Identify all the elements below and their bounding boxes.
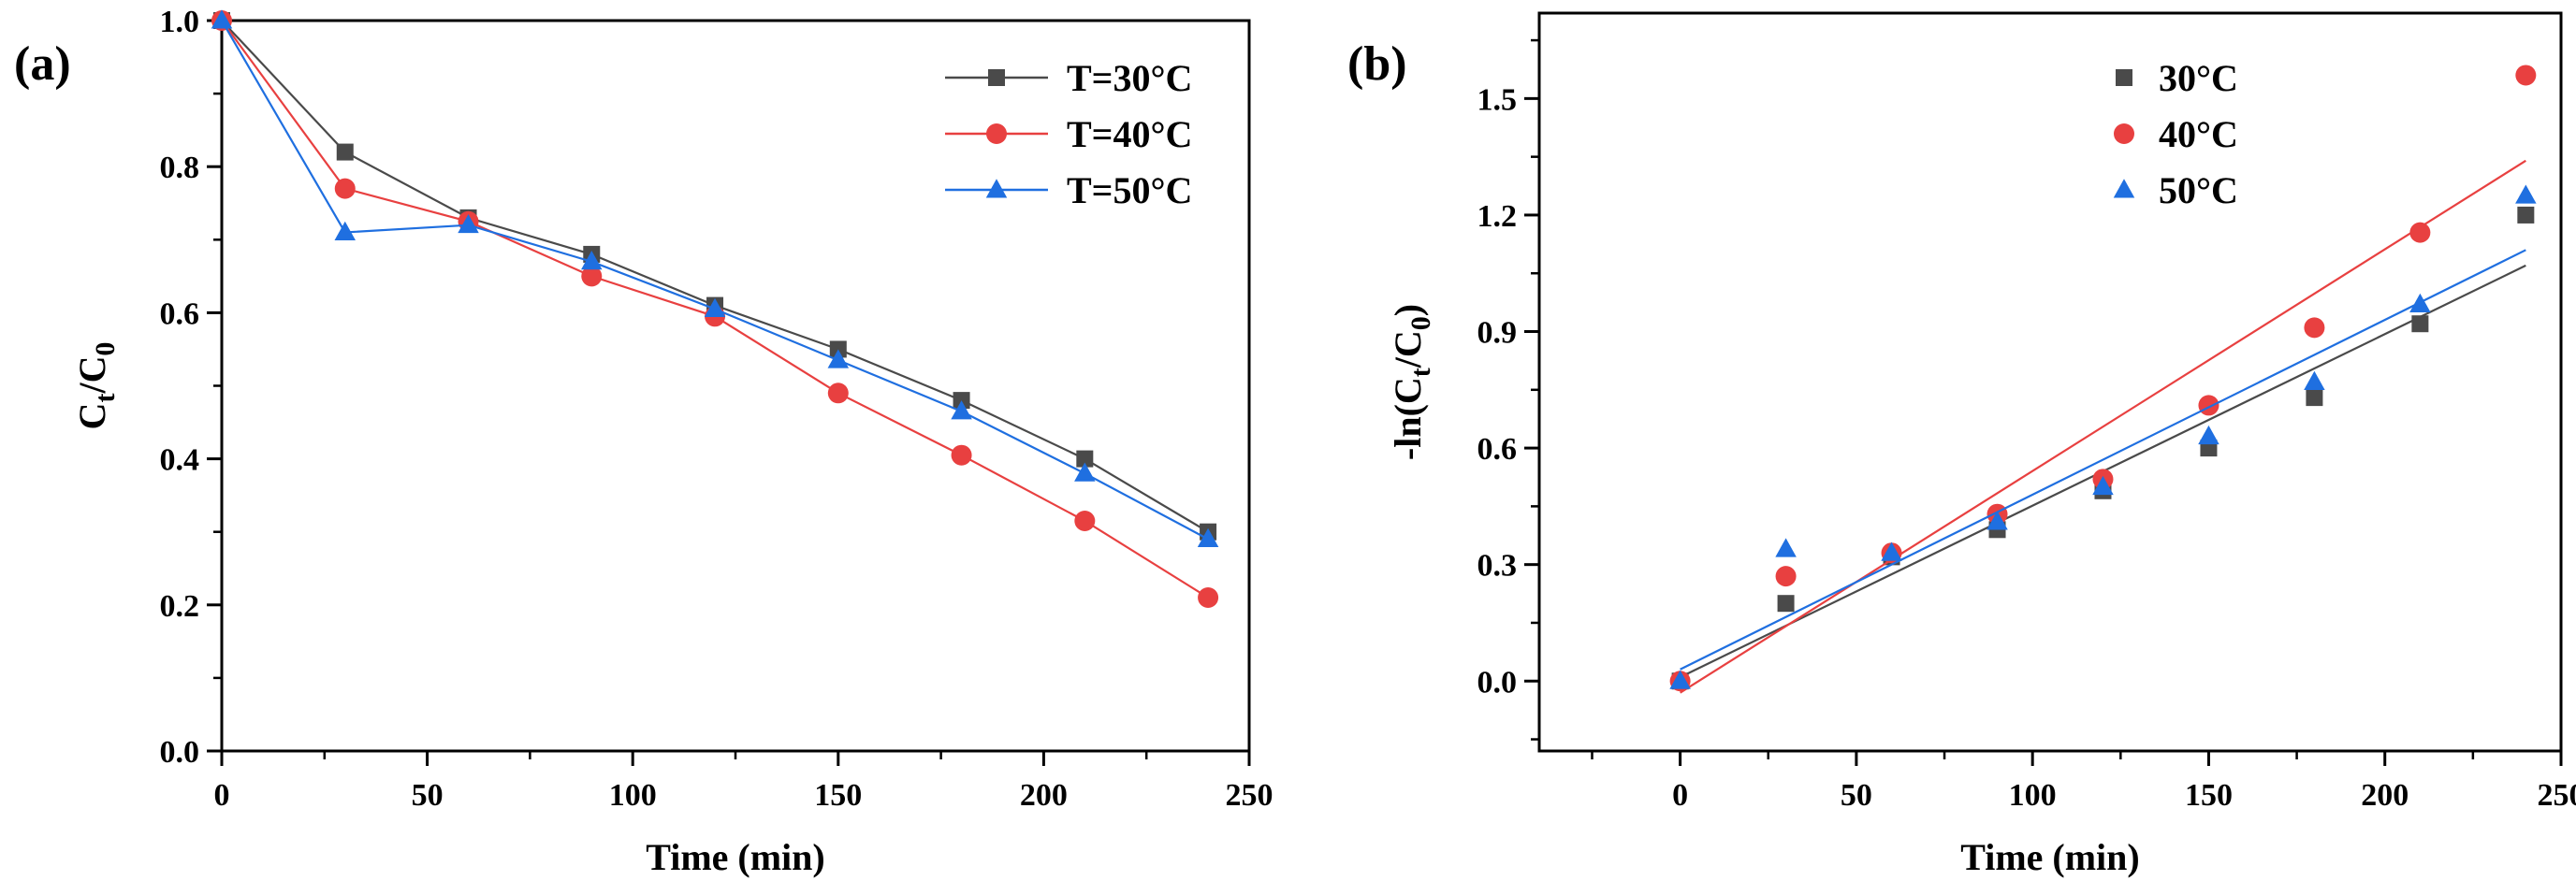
- y-tick-label: 0.2: [160, 589, 200, 624]
- data-point: [1987, 511, 2008, 530]
- legend-marker: [2113, 179, 2135, 198]
- legend: T=30°C T=40°C T=50°C: [945, 57, 1192, 211]
- y-tick-label: 0.4: [160, 443, 200, 478]
- y-tick-label: 0.9: [1477, 316, 1518, 351]
- data-point: [336, 143, 354, 161]
- series-3: [1669, 184, 2537, 689]
- data-point: [1881, 541, 1902, 561]
- data-point: [827, 383, 849, 404]
- y-tick-label: 0.8: [160, 151, 200, 185]
- legend: 30°C 40°C 50°C: [2113, 57, 2238, 211]
- data-point: [1777, 595, 1795, 613]
- x-tick-label: 250: [2538, 778, 2576, 813]
- data-point: [1074, 510, 1096, 531]
- y-axis-title: Ct/C0: [71, 342, 121, 430]
- data-point: [1074, 462, 1096, 482]
- legend-label: 40°C: [2159, 113, 2238, 155]
- data-point: [827, 349, 850, 368]
- legend-marker: [988, 69, 1005, 86]
- data-point: [1197, 527, 1219, 548]
- data-point: [334, 221, 357, 240]
- series-line: [221, 20, 1209, 533]
- x-tick-label: 150: [2185, 778, 2233, 813]
- data-point: [2306, 389, 2323, 407]
- fit-line: [1680, 249, 2526, 671]
- panel-label: (a): [14, 37, 71, 91]
- x-tick-label: 200: [1020, 778, 1068, 813]
- x-axis-title: Time (min): [1960, 836, 2139, 878]
- y-tick-label: 0.6: [1477, 432, 1518, 467]
- y-tick-label: 1.0: [160, 5, 200, 39]
- x-tick-label: 100: [609, 778, 657, 813]
- data-point: [2409, 293, 2431, 312]
- legend-label: 30°C: [2159, 57, 2238, 99]
- panel-label: (b): [1347, 37, 1407, 91]
- legend-label: T=50°C: [1067, 169, 1192, 211]
- data-point: [211, 9, 233, 29]
- data-point: [458, 213, 479, 234]
- x-tick-label: 50: [1841, 778, 1872, 813]
- y-tick-label: 1.5: [1477, 82, 1518, 117]
- x-tick-label: 0: [214, 778, 230, 813]
- legend-label: 50°C: [2159, 169, 2238, 211]
- legend-label: T=40°C: [1067, 113, 1192, 155]
- data-point: [334, 178, 356, 199]
- data-point: [581, 266, 603, 287]
- legend-label: T=30°C: [1067, 57, 1192, 99]
- data-point: [2304, 370, 2325, 391]
- data-point: [2198, 425, 2219, 445]
- data-point: [2409, 222, 2431, 243]
- series-2: [1669, 65, 2537, 694]
- panel-b-chart: 0 50 100 150 200 250 0.0 0.3 0.6 0.9 1.2 1.5 Time (m…: [1347, 11, 2576, 878]
- y-tick-label: 0.0: [1477, 665, 1518, 700]
- data-point: [2515, 65, 2537, 86]
- data-point: [2515, 184, 2537, 204]
- y-tick-label: 0.3: [1477, 549, 1518, 584]
- x-tick-label: 200: [2361, 778, 2409, 813]
- y-axis-title: -ln(Ct/C0): [1387, 304, 1436, 460]
- y-tick-label: 0.0: [160, 735, 200, 770]
- data-point: [2304, 317, 2325, 339]
- data-point: [1669, 670, 1691, 689]
- legend-marker: [985, 179, 1008, 198]
- data-point: [1198, 586, 1219, 608]
- series-3: [211, 9, 1219, 548]
- x-tick-label: 250: [1226, 778, 1273, 813]
- data-point: [2198, 395, 2219, 416]
- x-tick-label: 150: [814, 778, 862, 813]
- data-point: [581, 251, 603, 270]
- data-point: [2092, 475, 2114, 496]
- legend-marker: [2116, 69, 2132, 86]
- x-tick-label: 0: [1672, 778, 1688, 813]
- data-point: [1076, 450, 1094, 468]
- data-point: [951, 444, 972, 466]
- data-point: [2517, 206, 2535, 224]
- data-point: [951, 400, 972, 420]
- x-axis-title: Time (min): [646, 836, 824, 878]
- data-point: [2411, 315, 2429, 333]
- panel-a-chart: 0 50 100 150 200 250 0.0 0.2 0.4 0.6 0.8 1.0 Time (m…: [14, 5, 1273, 878]
- legend-marker: [2114, 123, 2134, 144]
- x-tick-label: 50: [412, 778, 444, 813]
- series-line: [221, 20, 1209, 541]
- y-tick-label: 1.2: [1477, 199, 1518, 234]
- y-tick-label: 0.6: [160, 296, 200, 331]
- fit-line: [1680, 159, 2526, 694]
- legend-marker: [986, 123, 1007, 144]
- plot-frame: [1537, 11, 2563, 753]
- data-point: [1775, 566, 1797, 587]
- x-tick-label: 100: [2009, 778, 2057, 813]
- data-point: [1775, 538, 1797, 557]
- data-point: [704, 297, 726, 317]
